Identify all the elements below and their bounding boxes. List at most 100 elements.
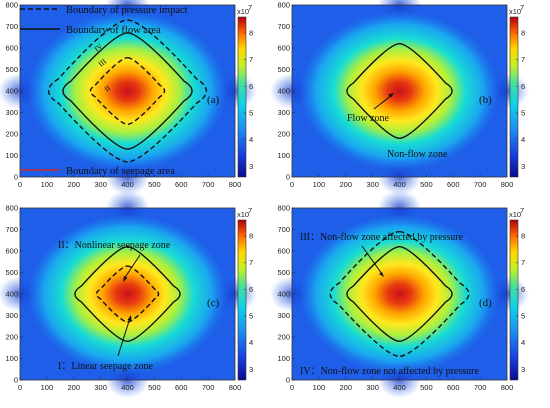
x-tick-label: 200 [339,180,352,189]
y-tick-label: 700 [5,225,18,234]
pressure-peak [27,214,228,374]
x-tick-label: 500 [420,180,433,189]
x-tick-label: 200 [339,383,352,392]
y-tick-label: 100 [5,354,18,363]
colorbar-tick-label: 5 [521,109,525,118]
y-tick-label: 500 [277,268,290,277]
colorbar [237,16,247,178]
y-tick-label: 600 [277,44,290,53]
colorbar-tick-label: 5 [521,312,525,321]
y-tick-label: 200 [277,130,290,139]
colorbar-tick-label: 6 [249,285,253,294]
y-tick-label: 800 [5,204,18,213]
y-tick-label: 100 [277,151,290,160]
annotation-unaffected-zone: IV：Non-flow zone not affected by pressur… [300,366,479,377]
colorbar-tick-label: 4 [521,135,525,144]
x-tick-label: 300 [94,180,107,189]
x-tick-label: 800 [501,383,514,392]
y-tick-label: 0 [14,173,18,182]
arrow-head [127,315,132,322]
colorbar [509,16,519,178]
flow-area-boundary [62,32,193,150]
colorbar-exponent: x10 [509,7,521,16]
annotation-nonlinear-seepage: II：Nonlinear seepage zone [58,240,171,251]
y-tick-label: 300 [277,108,290,117]
colorbar-tick-label: 8 [249,29,253,38]
x-tick-label: 100 [313,180,326,189]
arrow-head [388,93,394,98]
colorbar [237,219,247,381]
y-tick-label: 0 [14,376,18,385]
annotation-affected-zone: III：Non-flow zone affected by pressure [300,232,464,243]
y-tick-label: 700 [277,22,290,31]
arrow-head [379,272,384,277]
legend: Boundary of pressure impact Boundary of … [20,5,188,177]
y-tick-label: 600 [277,247,290,256]
colorbar-tick-label: 8 [249,232,253,241]
y-tick-label: 400 [277,87,290,96]
colorbar-exponent-power: 7 [248,3,252,12]
x-tick-label: 600 [447,383,460,392]
panel-a: 0 100 200 300 400 500 600 700 800 0 100 200 300 400 50… [0,0,257,195]
y-tick-label: 400 [5,290,18,299]
y-tick-label: 0 [286,376,290,385]
colorbar-tick-label: 4 [521,338,525,347]
x-tick-label: 100 [41,180,54,189]
colorbar-exponent: x10 [237,7,249,16]
panel-label: (c) [207,297,220,309]
colorbar-tick-label: 5 [249,312,253,321]
x-tick-label: 300 [366,180,379,189]
y-tick-label: 200 [277,333,290,342]
legend-pressure-label: Boundary of pressure impact [66,5,188,16]
annotation-flow-zone: Flow zone [347,113,390,124]
colorbar-tick-label: 8 [521,29,525,38]
y-tick-label: 800 [277,1,290,10]
y-tick-label: 700 [5,22,18,31]
zone-numeral: III [97,56,109,68]
x-tick-label: 400 [393,180,406,189]
x-tick-label: 700 [202,180,215,189]
flow-area-boundary [74,245,181,343]
colorbar-tick-label: 7 [249,258,253,267]
flow-area-boundary [346,42,453,140]
colorbar-tick-label: 7 [521,258,525,267]
annotation-arrow [361,245,383,275]
colorbar [509,219,519,381]
colorbar-tick-label: 4 [249,135,253,144]
y-tick-label: 400 [5,87,18,96]
x-tick-label: 800 [229,180,242,189]
panel-b: 0 100 200 300 400 500 600 700 800 0 100 200 300 400 50… [270,0,529,195]
pressure-peak [299,214,500,374]
x-tick-label: 600 [175,180,188,189]
colorbar-exponent: x10 [509,210,521,219]
panel-label: (d) [479,297,492,309]
x-tick-label: 100 [313,383,326,392]
y-tick-label: 700 [277,225,290,234]
y-tick-label: 300 [5,311,18,320]
y-tick-label: 300 [5,108,18,117]
x-tick-label: 300 [94,383,107,392]
panel-label: (a) [207,94,220,106]
colorbar-exponent: x10 [237,210,249,219]
y-tick-label: 500 [5,268,18,277]
colorbar-exponent-power: 7 [520,3,524,12]
colorbar-tick-label: 3 [521,162,525,171]
arrow-head [123,276,128,282]
x-tick-label: 0 [290,180,294,189]
annotation-non-flow-zone: Non-flow zone [387,149,448,160]
annotation-linear-seepage: I：Linear seepage zone [58,361,154,372]
x-tick-label: 100 [41,383,54,392]
x-tick-label: 800 [229,383,242,392]
colorbar-tick-label: 6 [249,82,253,91]
colorbar-tick-label: 4 [249,338,253,347]
legend-flow-label: Boundary of flow area [66,25,161,36]
colorbar-exponent-power: 7 [248,206,252,215]
colorbar-tick-label: 5 [249,109,253,118]
seepage-area-boundary [89,56,166,126]
x-tick-label: 0 [18,383,22,392]
x-tick-label: 0 [290,383,294,392]
y-tick-label: 600 [5,44,18,53]
y-tick-label: 800 [5,1,18,10]
x-tick-label: 700 [474,383,487,392]
pressure-impact-boundary [47,19,208,163]
